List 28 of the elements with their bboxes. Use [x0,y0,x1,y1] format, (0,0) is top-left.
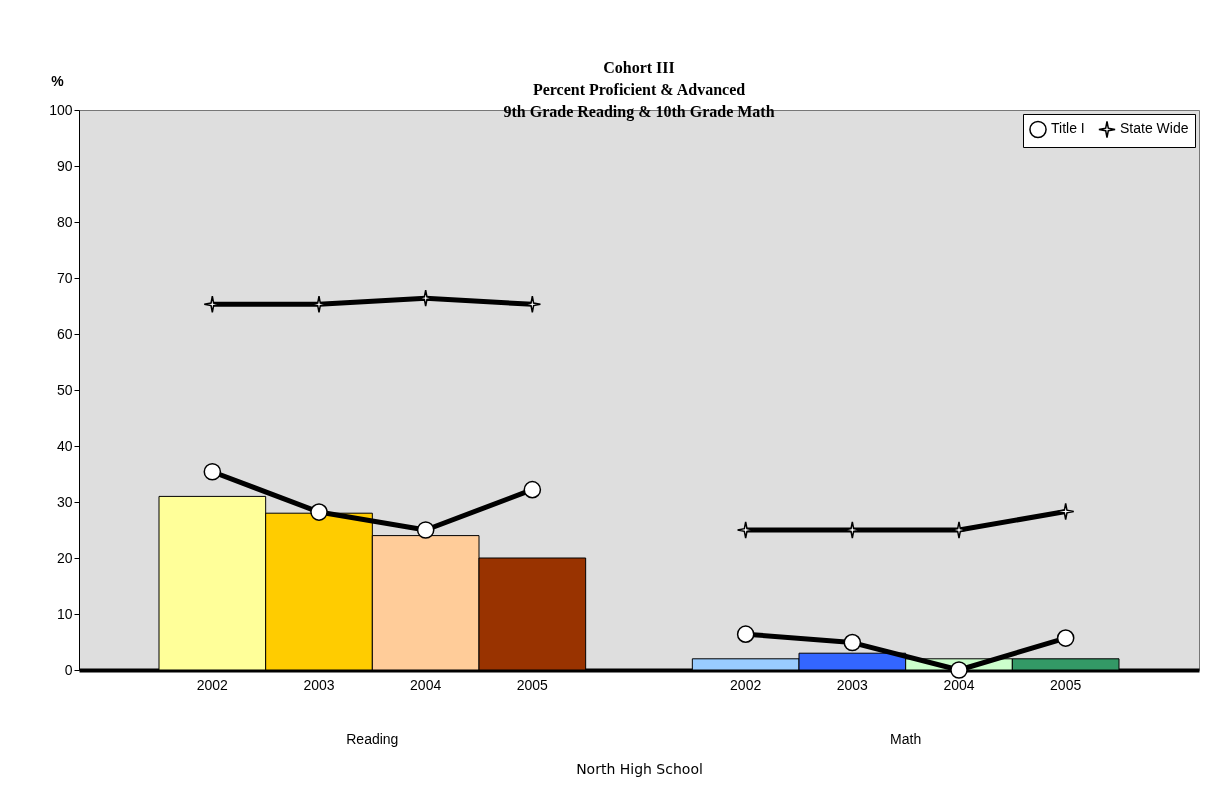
y-tick-label: 50 [56,381,73,398]
y-tick-label: 90 [56,157,73,174]
x-tick-label: 2003 [836,676,869,693]
text: Math [890,731,922,747]
legend-label: State Wide [1120,120,1189,137]
text: 9th Grade Reading & 10th Grade Math [503,103,775,120]
y-tick-label: 30 [56,493,73,510]
x-tick-label: 2005 [516,676,549,693]
x-tick-label: 2003 [303,676,335,693]
y-tick-label: 60 [56,325,73,342]
y-tick-label: 0 [64,661,73,678]
y-tick-label: 40 [56,437,73,454]
x-tick-label: 2002 [730,676,762,693]
y-tick-label: 70 [56,269,73,286]
x-tick-label: 2004 [943,676,975,693]
x-axis-title: North High School [576,760,703,777]
y-tick-label: 10 [56,605,73,622]
x-tick-label: 2002 [196,676,229,693]
y-tick-label: 80 [56,213,73,230]
x-tick-label: 2005 [1050,676,1082,693]
x-tick-label: 2004 [410,676,442,693]
legend-label: Title I [1051,120,1085,137]
text: Percent Proficient & Advanced [532,81,746,98]
text: Reading [346,731,399,747]
y-axis-title: % [51,72,65,89]
y-tick-label: 20 [56,549,73,566]
y-tick-label: 100 [49,101,73,118]
text: Cohort III [603,59,675,76]
